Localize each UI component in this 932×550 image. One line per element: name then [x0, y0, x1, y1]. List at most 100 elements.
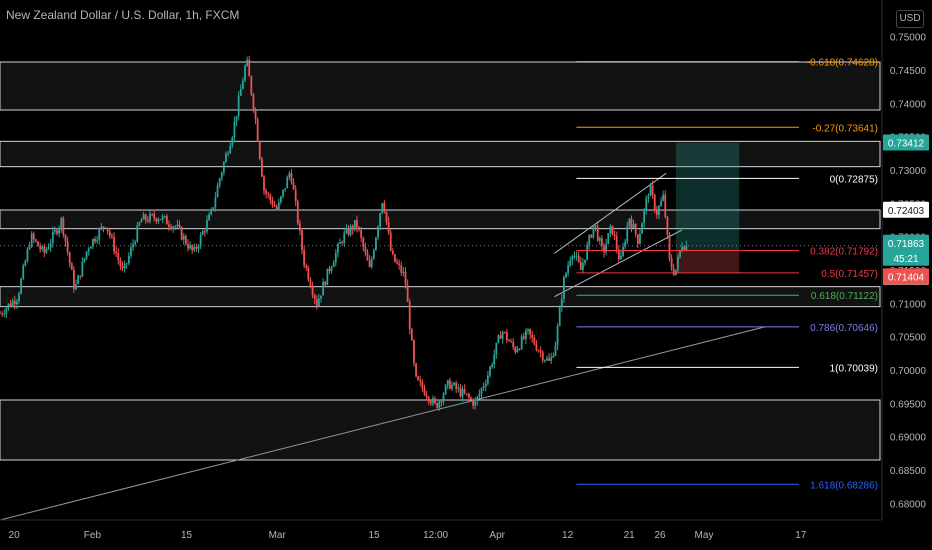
candle-body: [495, 342, 498, 355]
candle-body: [668, 234, 671, 259]
candle-body: [138, 222, 141, 226]
price-label-box: [883, 234, 929, 251]
candle-body: [394, 254, 396, 262]
candle-body: [222, 162, 225, 173]
candle-body: [339, 242, 341, 244]
candle-body: [406, 284, 409, 303]
candle-body: [607, 233, 610, 244]
candle-body: [92, 238, 94, 247]
symbol-title[interactable]: New Zealand Dollar / U.S. Dollar, 1h, FX…: [6, 8, 240, 22]
candle-body: [410, 329, 413, 341]
candle-body: [113, 237, 115, 252]
candle-body: [244, 66, 246, 81]
candle-body: [558, 307, 561, 327]
candle-body: [508, 340, 510, 342]
candle-body: [573, 255, 576, 257]
price-label-text: 0.73412: [888, 139, 925, 150]
candle-body: [594, 225, 597, 227]
candle-body: [421, 382, 424, 389]
candle-body: [70, 263, 73, 270]
currency-button[interactable]: USD: [896, 10, 924, 28]
candle-body: [182, 236, 185, 240]
candle-body: [413, 340, 415, 364]
time-tick-label: 20: [9, 530, 21, 541]
candle-body: [398, 263, 401, 266]
candle-body: [372, 250, 375, 259]
candle-body: [425, 394, 428, 398]
candle-body: [358, 227, 360, 230]
candle-body: [51, 231, 54, 244]
candle-body: [309, 279, 312, 287]
candle-body: [343, 232, 346, 244]
candle-body: [263, 176, 265, 191]
time-tick-label: 15: [368, 530, 380, 541]
candle-body: [681, 246, 684, 251]
candle-body: [326, 268, 329, 286]
candle-body: [176, 224, 179, 227]
time-tick-label: Apr: [489, 530, 505, 541]
candle-body: [402, 271, 405, 273]
candle-body: [294, 189, 297, 202]
candle-body: [271, 199, 274, 206]
candle-body: [43, 246, 46, 253]
target-zone: [675, 142, 740, 251]
candle-body: [64, 234, 67, 242]
candle-body: [313, 294, 316, 300]
time-tick-label: 12: [562, 530, 574, 541]
price-tick-label: 0.70000: [890, 366, 927, 377]
candle-body: [260, 158, 263, 177]
candle-body: [677, 257, 679, 270]
candle-body: [512, 341, 515, 348]
candle-body: [28, 246, 31, 249]
candle-body: [586, 244, 589, 260]
time-tick-label: 21: [624, 530, 636, 541]
candle-body: [442, 394, 445, 402]
price-tick-label: 0.74500: [890, 66, 927, 77]
candle-body: [478, 393, 481, 397]
candle-body: [134, 241, 137, 245]
candle-body: [643, 209, 646, 224]
candle-body: [429, 401, 432, 404]
candle-body: [239, 89, 242, 96]
fib-level-label: 0.618(0.71122): [811, 291, 878, 302]
candle-body: [423, 388, 426, 395]
candle-body: [337, 243, 339, 253]
time-tick-label: 17: [795, 530, 807, 541]
candle-body: [535, 344, 538, 351]
candle-body: [39, 246, 42, 250]
candle-body: [341, 242, 344, 244]
candle-body: [227, 153, 229, 155]
candle-body: [220, 172, 223, 179]
candle-body: [26, 248, 29, 261]
candle-body: [250, 76, 253, 95]
candle-body: [389, 232, 392, 251]
candle-body: [480, 388, 483, 394]
candle-body: [322, 281, 325, 296]
candle-body: [210, 209, 213, 215]
candle-body: [400, 265, 403, 273]
candle-body: [349, 226, 352, 235]
time-tick-label: Feb: [84, 530, 102, 541]
candle-body: [225, 153, 227, 163]
candle-body: [683, 246, 686, 250]
candle-body: [30, 233, 33, 247]
candle-body: [550, 357, 553, 361]
candle-body: [463, 389, 466, 394]
rising-trendline: [0, 326, 766, 521]
price-label-box: [883, 249, 929, 266]
candle-body: [170, 226, 172, 229]
candle-body: [375, 237, 377, 251]
candle-body: [254, 110, 257, 120]
candle-body: [391, 250, 394, 255]
candle-body: [15, 301, 18, 305]
candle-body: [634, 223, 637, 235]
candle-body: [377, 226, 379, 238]
price-label-box: [883, 201, 929, 218]
candle-body: [472, 399, 474, 406]
candle-body: [330, 267, 333, 272]
support-resistance-zones: [0, 61, 881, 461]
candle-body: [24, 260, 27, 266]
candle-body: [98, 229, 101, 240]
candle-body: [108, 231, 111, 236]
